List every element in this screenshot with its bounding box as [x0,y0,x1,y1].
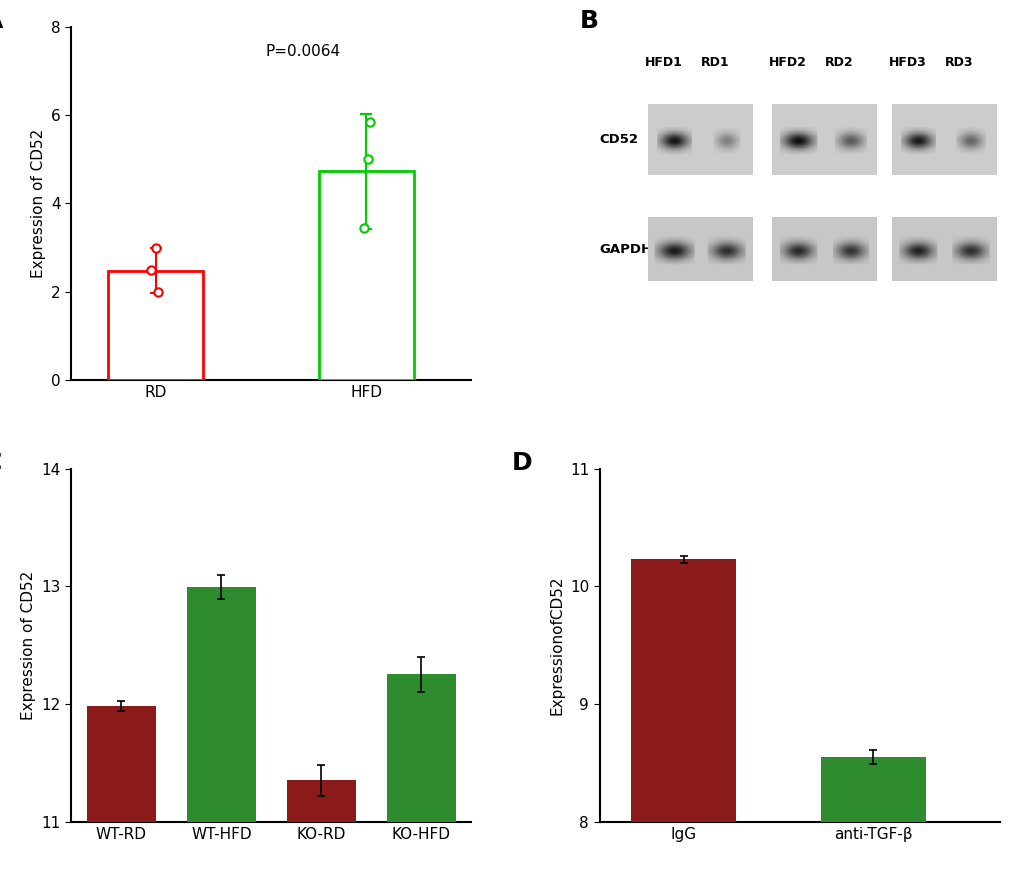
Text: RD3: RD3 [945,56,973,69]
Bar [286,781,356,822]
Text: HFD3: HFD3 [888,56,925,69]
Text: B: B [579,9,598,33]
Bar [186,587,256,822]
Text: RD1: RD1 [700,56,730,69]
Bar [87,706,156,822]
Bar [387,674,455,822]
Y-axis label: ExpressionofCD52: ExpressionofCD52 [549,575,564,715]
Text: HFD2: HFD2 [768,56,806,69]
Text: GAPDH: GAPDH [599,243,652,255]
Text: P=0.0064: P=0.0064 [266,44,340,59]
Bar [631,560,736,822]
Text: HFD1: HFD1 [644,56,682,69]
Text: C: C [0,451,2,475]
Bar [319,171,413,380]
Bar [820,758,925,822]
Y-axis label: Expression of CD52: Expression of CD52 [21,571,36,720]
Bar [108,271,203,380]
Text: CD52: CD52 [599,133,638,146]
Text: A: A [0,9,3,33]
Y-axis label: Expression of CD52: Expression of CD52 [31,129,46,278]
Text: RD2: RD2 [824,56,853,69]
Text: D: D [511,451,532,475]
